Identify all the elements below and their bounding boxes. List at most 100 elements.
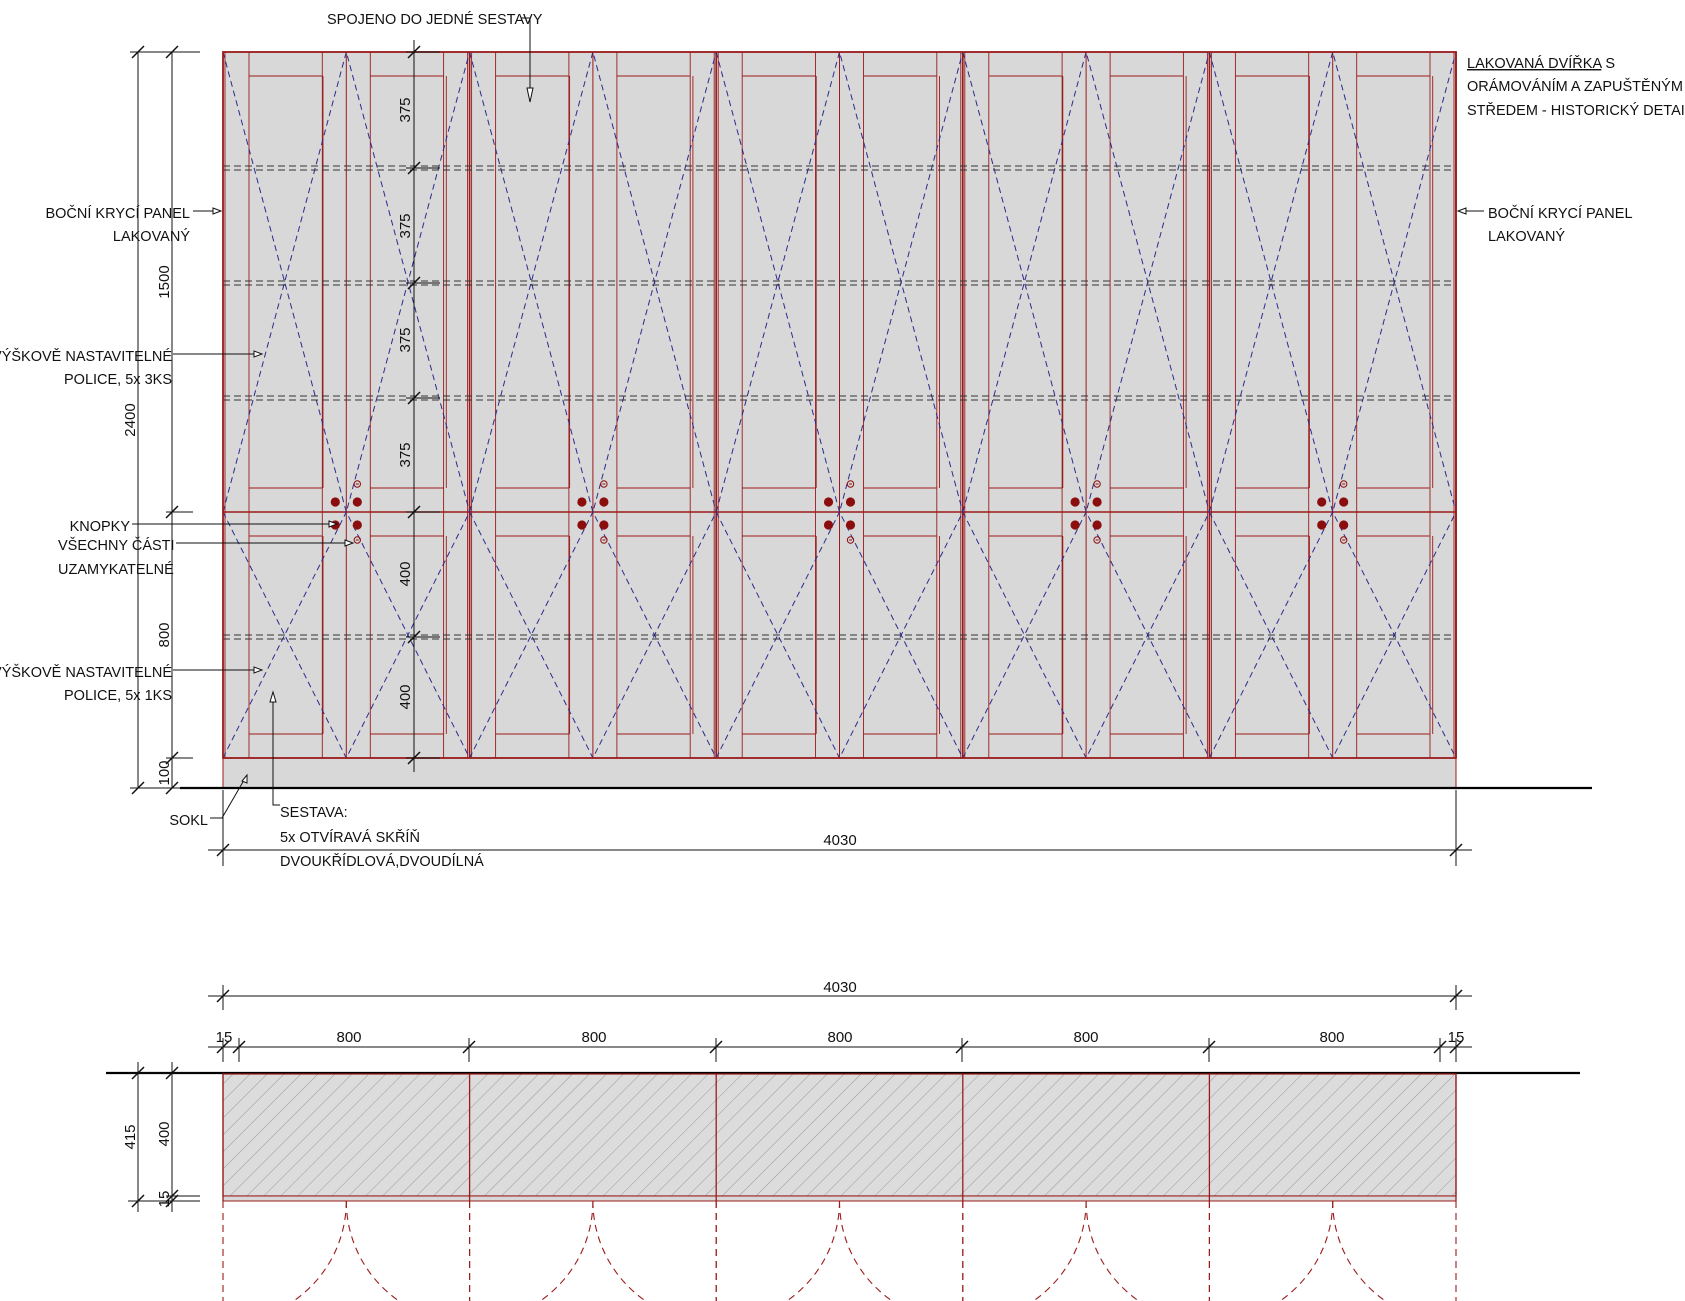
plan-dim-slash: [1202, 1040, 1216, 1054]
knob: [845, 520, 856, 530]
lock: [600, 536, 608, 544]
knob: [577, 520, 587, 530]
label-side-panel-left-1: BOČNÍ KRYCÍ PANEL: [45, 205, 190, 222]
annotations: SPOJENO DO JEDNÉ SESTAVY LAKOVANÁ DVÍŘKA…: [0, 11, 1685, 870]
opening-diagonal: [962, 51, 1210, 514]
floor-plan: [106, 1071, 1580, 1301]
opening-diagonal: [715, 510, 964, 759]
plan-dim-slash: [462, 1040, 476, 1054]
door-swing-arc: [1332, 1200, 1387, 1301]
label-plinth: SOKL: [169, 813, 208, 829]
dim-slash: [407, 276, 421, 290]
label-side-panel-left-2: LAKOVANÝ: [113, 228, 190, 245]
dim-slash: [407, 630, 421, 644]
door-swing-arc: [539, 1200, 594, 1301]
knob: [330, 497, 340, 507]
elevation-dimension-texts: 2400 1500 800 100 375 375 375 375 400 40…: [122, 97, 414, 785]
label-assembly-2: 5x OTVÍRAVÁ SKŘÍŇ: [280, 829, 420, 846]
label-lacquered-doors-2: ORÁMOVÁNÍM A ZAPUŠTĚNÝM: [1467, 78, 1683, 95]
dim-lower-height: 800: [156, 622, 173, 647]
knob: [1317, 497, 1327, 507]
label-joined-assembly: SPOJENO DO JEDNÉ SESTAVY: [327, 11, 543, 28]
opening-diagonal: [962, 510, 1210, 759]
label-assembly-3: DVOUKŘÍDLOVÁ,DVOUDÍLNÁ: [280, 853, 484, 870]
plan-dim-slash: [232, 1040, 246, 1054]
label-lacquered-doors-3: STŘEDEM - HISTORICKÝ DETAIL: [1467, 102, 1685, 119]
knob: [599, 497, 609, 507]
label-shelves-upper-1: VÝŠKOVĚ NASTAVITELNÉ: [0, 348, 172, 365]
knob: [1317, 520, 1327, 530]
opening-diagonal: [715, 51, 964, 514]
lock: [1340, 536, 1348, 544]
dim-plan-unit-1: 800: [336, 1029, 361, 1046]
knob: [1339, 520, 1349, 530]
plan-units: [222, 1074, 1457, 1301]
lock: [353, 480, 361, 488]
door-swing-arc: [1279, 1200, 1334, 1301]
lock: [1093, 480, 1101, 488]
door-swing-arc: [592, 1200, 647, 1301]
knob: [823, 497, 834, 507]
label-lockable-2: UZAMYKATELNÉ: [58, 561, 174, 578]
label-lockable-1: VŠECHNY ČÁSTI: [58, 537, 175, 554]
dim-row-6: 400: [397, 684, 414, 709]
plan-dim-slash: [955, 1040, 969, 1054]
door-swing-arc: [1085, 1200, 1140, 1301]
dim-plan-unit-3: 800: [827, 1029, 852, 1046]
lock: [1340, 480, 1348, 488]
dim-plan-depth-body: 400: [156, 1121, 173, 1146]
dim-slash: [407, 391, 421, 405]
dim-slash: [407, 751, 421, 765]
elevation-dimensions: [130, 40, 440, 795]
dim-slash: [407, 161, 421, 175]
dim-total-height: 2400: [122, 403, 139, 436]
knob: [1070, 520, 1080, 530]
dim-elevation-width: 4030: [823, 832, 856, 849]
dim-upper-height: 1500: [156, 265, 173, 298]
opening-diagonal: [222, 50, 471, 513]
dim-slash: [407, 505, 421, 519]
opening-diagonal: [469, 50, 717, 513]
knob: [1339, 497, 1349, 507]
dim-row-2: 375: [397, 213, 414, 238]
opening-diagonal: [1208, 510, 1457, 759]
dim-plan-depth-total: 415: [122, 1124, 139, 1149]
lock: [846, 480, 855, 488]
door-swing-arc: [292, 1200, 347, 1301]
cabinet-outline: [222, 51, 1457, 759]
opening-diagonal: [469, 51, 717, 514]
knob: [1092, 497, 1102, 507]
lock: [1093, 536, 1101, 544]
dim-row-4: 375: [397, 442, 414, 467]
knobs-group: [330, 480, 1349, 544]
lock: [600, 480, 608, 488]
leader-lines: [132, 17, 1484, 819]
plan-dim-slash: [1449, 1040, 1463, 1054]
door-swing-arc: [345, 1200, 400, 1301]
dim-plan-unit-4: 800: [1073, 1029, 1098, 1046]
opening-diagonal: [222, 51, 471, 514]
opening-diagonal: [222, 510, 471, 759]
lock: [846, 536, 855, 544]
plan-dim-slash: [1433, 1040, 1447, 1054]
plan-dimensions: [128, 985, 1472, 1212]
opening-diagonal: [1208, 50, 1457, 513]
label-shelves-lower-2: POLICE, 5x 1KS: [64, 688, 172, 704]
dim-row-5: 400: [397, 561, 414, 586]
label-lacquered-doors-a: LAKOVANÁ DVÍŘKA: [1467, 55, 1602, 72]
knob: [823, 520, 834, 530]
elevation-width-dimension: [208, 790, 1472, 866]
dim-slash: [407, 45, 421, 59]
plan-dim-slash: [709, 1040, 723, 1054]
door-swing-arc: [838, 1200, 894, 1301]
cabinet-unit: [469, 50, 718, 760]
label-lacquered-doors-b: S: [1601, 56, 1615, 72]
opening-diagonal: [1208, 51, 1457, 514]
plan-dimension-texts: 4030 15 15 800 800 800 800 800 415 400 1…: [122, 979, 1464, 1207]
front-elevation: [180, 50, 1592, 790]
knob: [599, 520, 609, 530]
label-knobs: KNOPKY: [70, 519, 131, 535]
opening-diagonal: [962, 50, 1210, 513]
plan-door-strip: [222, 1195, 1457, 1202]
